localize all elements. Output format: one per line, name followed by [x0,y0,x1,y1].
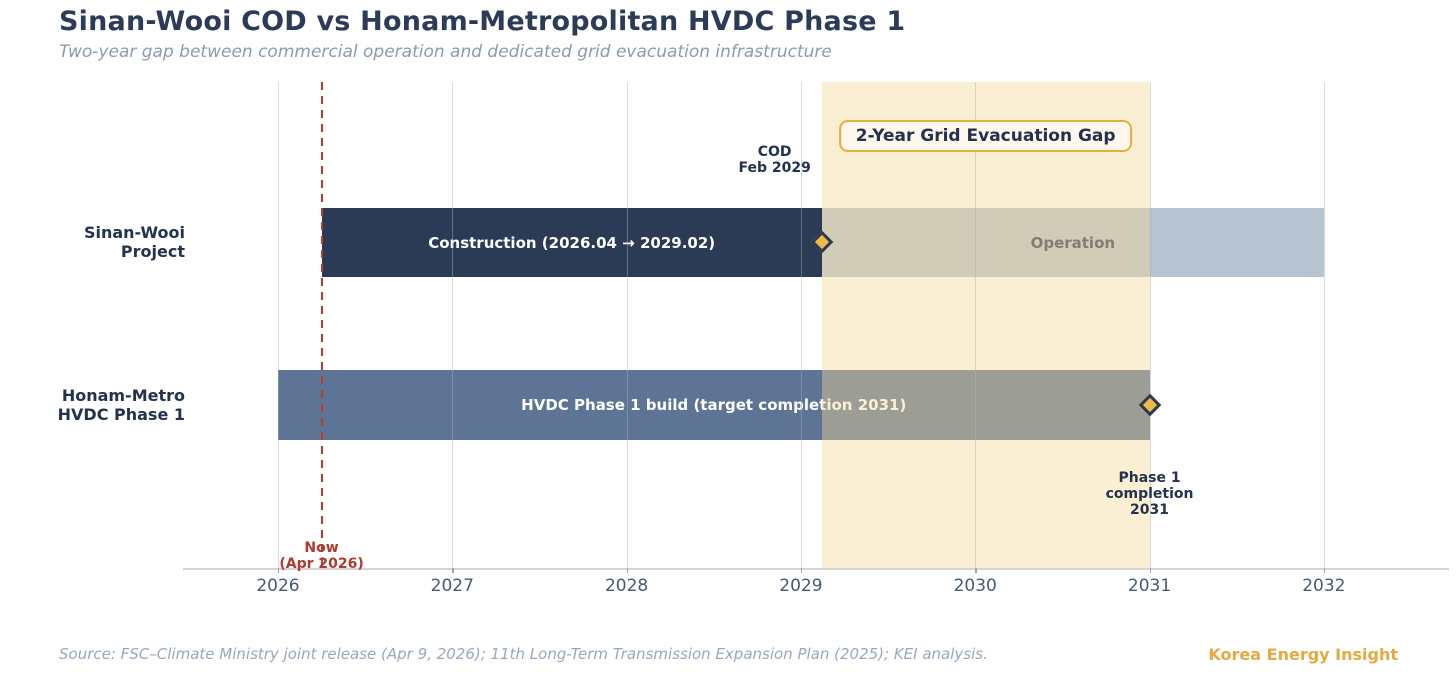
tick-2032 [1323,568,1326,573]
gridline-2029 [800,82,802,568]
tick-2030 [975,568,977,573]
bar-hvdc-build: HVDC Phase 1 build (target completion 20… [277,370,1150,440]
brand-label: Korea Energy Insight [1208,645,1398,664]
tick-2031 [1149,568,1152,573]
bar-operation: Operation [821,208,1324,277]
tick-label-2028: 2028 [604,576,649,596]
row-label-0: Sinan-Wooi Project [83,223,185,261]
gridline-2026 [277,82,279,568]
tick-2029 [800,568,803,573]
source-note: Source: FSC–Climate Ministry joint relea… [59,645,988,663]
cod-label: COD Feb 2029 [738,144,811,177]
bar-label: Construction (2026.04 → 2029.02) [428,233,716,252]
tick-label-2030: 2030 [953,576,997,596]
gridline-2031 [1149,82,1151,568]
plot-area: Construction (2026.04 → 2029.02) Operatio… [183,82,1449,596]
bar-label: HVDC Phase 1 build (target completion 20… [521,396,907,414]
row-label-1: Honam-Metro HVDC Phase 1 [57,386,185,424]
tick-2027 [452,568,454,573]
tick-label-2032: 2032 [1302,576,1346,596]
gridline-2028 [626,82,628,568]
gap-band [821,82,1150,568]
now-line [320,82,324,568]
phase1-completion-label: Phase 1 completion 2031 [1105,470,1194,519]
bar-label: Operation [1030,233,1116,252]
tick-label-2031: 2031 [1127,576,1172,596]
tick-label-2029: 2029 [779,576,823,596]
tick-2028 [626,568,629,573]
tick-2026 [277,568,280,573]
gridline-2027 [452,82,454,568]
gridline-2032 [1323,82,1325,568]
tick-label-2027: 2027 [430,576,474,596]
now-label: Now (Apr 2026) [279,540,364,573]
tick-label-2026: 2026 [256,576,300,596]
gridline-2030 [975,82,977,568]
gap-label-box: 2-Year Grid Evacuation Gap [838,120,1133,152]
bar-construction: Construction (2026.04 → 2029.02) [321,208,822,277]
chart-subtitle: Two-year gap between commercial operatio… [59,42,832,62]
chart-title: Sinan-Wooi COD vs Honam-Metropolitan HVD… [59,6,906,37]
